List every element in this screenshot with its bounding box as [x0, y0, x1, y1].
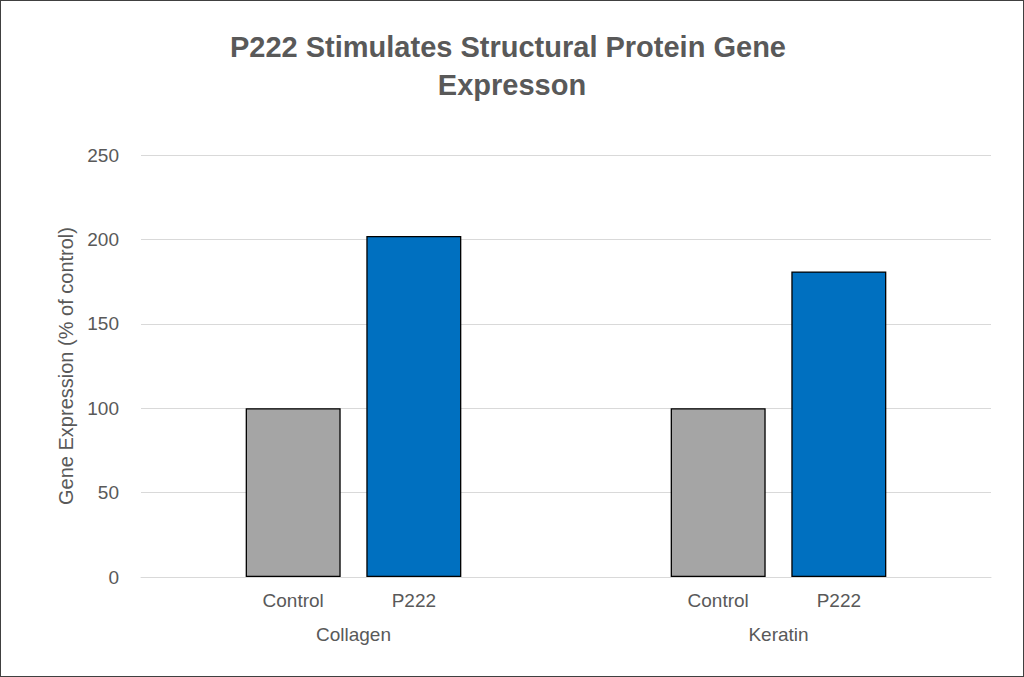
svg-text:Control: Control	[688, 590, 749, 611]
svg-text:250: 250	[87, 145, 119, 166]
svg-text:Gene Expression (% of control): Gene Expression (% of control)	[55, 227, 77, 505]
svg-text:50: 50	[98, 482, 119, 503]
svg-text:100: 100	[87, 398, 119, 419]
svg-text:Collagen: Collagen	[316, 624, 391, 645]
svg-text:P222 Stimulates Structural Pro: P222 Stimulates Structural Protein Gene	[230, 31, 794, 63]
svg-text:150: 150	[87, 313, 119, 334]
svg-text:Expresson: Expresson	[438, 69, 586, 101]
svg-text:P222: P222	[817, 590, 861, 611]
svg-text:200: 200	[87, 229, 119, 250]
svg-text:Control: Control	[263, 590, 324, 611]
svg-text:Keratin: Keratin	[748, 624, 808, 645]
svg-text:P222: P222	[392, 590, 436, 611]
svg-text:0: 0	[108, 567, 119, 588]
